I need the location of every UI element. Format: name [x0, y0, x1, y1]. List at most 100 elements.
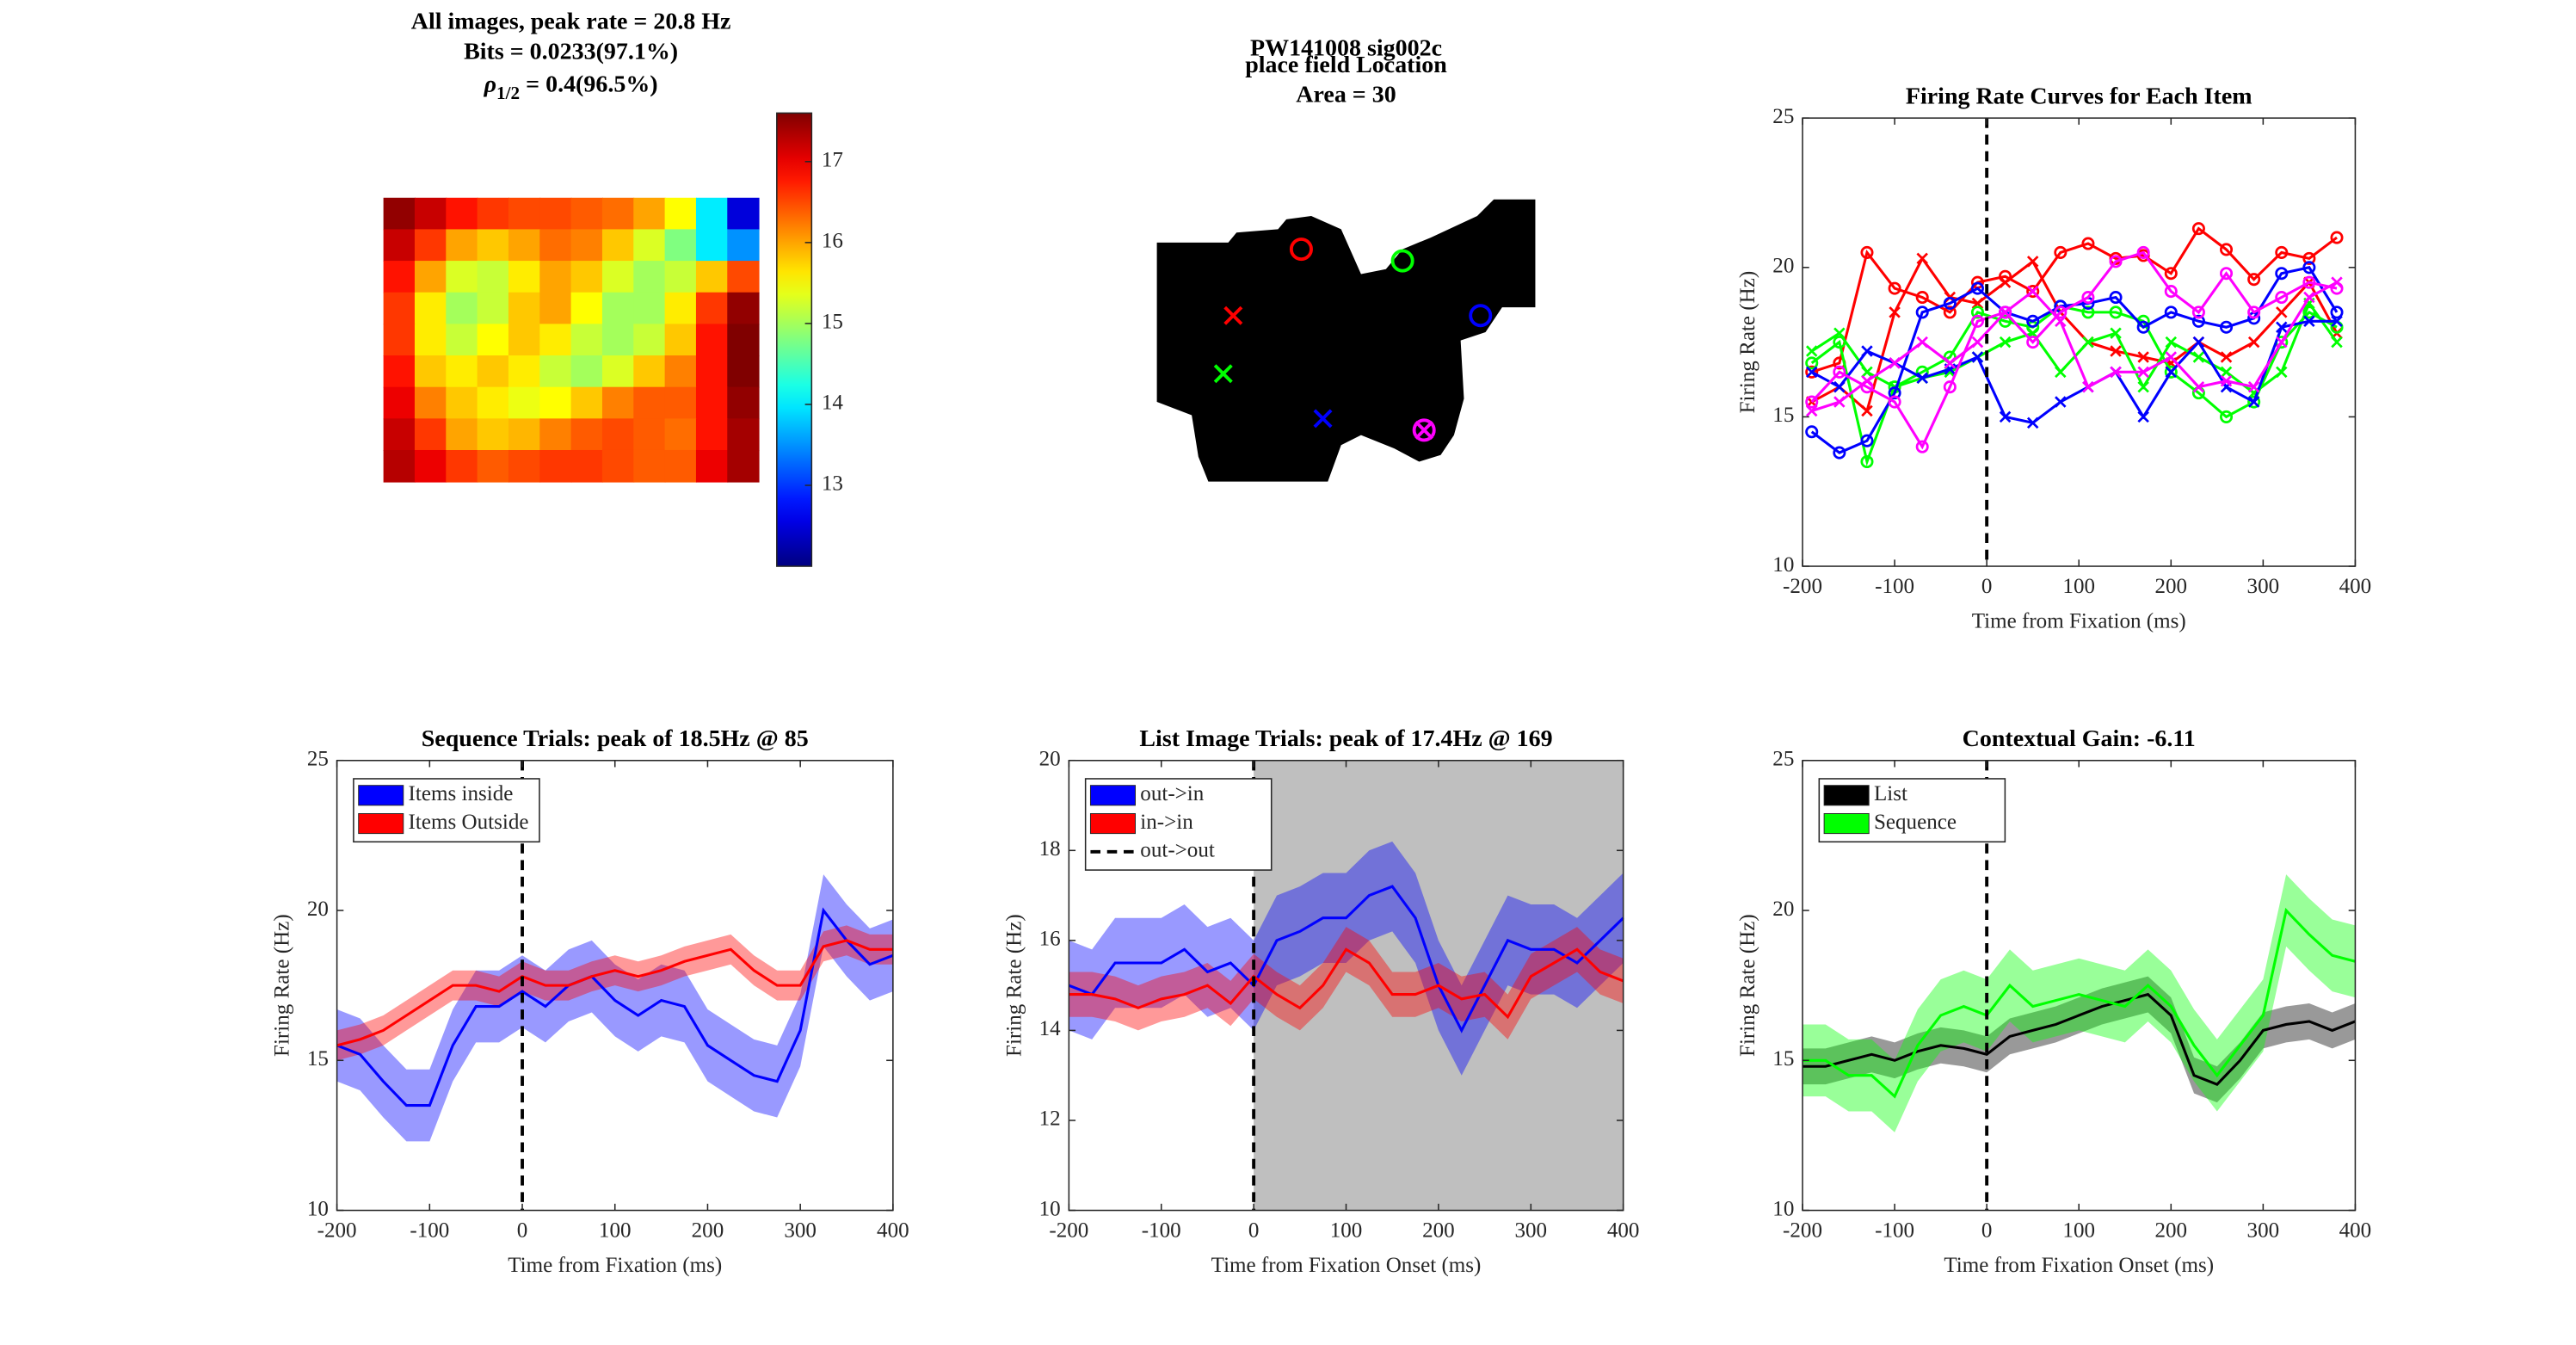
- heat-cell: [570, 418, 603, 451]
- y-tick-label: 10: [1772, 1197, 1794, 1220]
- heat-cell: [446, 449, 478, 483]
- x-tick-label: 100: [1330, 1219, 1363, 1242]
- y-axis-label: Firing Rate (Hz): [1736, 914, 1759, 1057]
- y-tick-label: 25: [307, 747, 329, 770]
- x-tick-label: -200: [1049, 1219, 1088, 1242]
- heat-cell: [383, 197, 416, 231]
- marker: [2081, 237, 2095, 250]
- marker: [2082, 336, 2094, 349]
- x-tick-label: -200: [1783, 575, 1822, 598]
- marker: [2109, 290, 2123, 305]
- marker: [2303, 291, 2315, 304]
- x-tick-label: 0: [517, 1219, 528, 1242]
- legend-swatch: [1823, 812, 1870, 835]
- heat-cell: [601, 324, 635, 357]
- x-tick-label: 100: [599, 1219, 632, 1242]
- heat-cell: [570, 386, 603, 420]
- heat-cell: [508, 229, 541, 262]
- heat-cell: [446, 229, 478, 262]
- heat-cell: [508, 197, 541, 231]
- error-band: [1069, 927, 1624, 1040]
- marker: [1805, 365, 1819, 379]
- heat-cell: [695, 197, 729, 231]
- heat-cell: [414, 418, 447, 451]
- marker: [1805, 425, 1819, 439]
- y-axis-label: Firing Rate (Hz): [1736, 271, 1759, 414]
- legend-label: out->out: [1140, 839, 1215, 862]
- chart-title: PW141008 sig002c: [1250, 35, 1442, 62]
- error-band: [1069, 841, 1624, 1076]
- marker: [2026, 314, 2040, 328]
- legend-label: List: [1874, 782, 1907, 805]
- y-tick-label: 20: [307, 898, 329, 921]
- heat-cell: [508, 355, 541, 388]
- chart-title: Sequence Trials: peak of 18.5Hz @ 85: [422, 725, 809, 752]
- heat-cell: [477, 292, 509, 325]
- chart-title: Bits = 0.0233(97.1%): [464, 38, 678, 65]
- item-marker: [1390, 249, 1414, 273]
- marker: [1805, 395, 1819, 409]
- chart-title: All images, peak rate = 20.8 Hz: [411, 9, 731, 35]
- marker: [1805, 356, 1819, 370]
- chart-title: List Image Trials: peak of 17.4Hz @ 169: [1139, 725, 1552, 752]
- y-axis-label: Firing Rate (Hz): [1002, 914, 1026, 1057]
- marker: [2110, 345, 2122, 357]
- marker: [2247, 380, 2260, 393]
- marker: [2026, 256, 2039, 268]
- legend-label: Items Outside: [409, 811, 529, 834]
- colorbar-tick-label: 13: [822, 472, 843, 496]
- marker: [1805, 366, 1818, 379]
- heat-cell: [477, 418, 509, 451]
- heat-cell: [508, 449, 541, 483]
- x-tick-label: 200: [2154, 1219, 2187, 1242]
- heat-cell: [539, 386, 572, 420]
- x-tick-label: -100: [410, 1219, 449, 1242]
- marker: [2302, 275, 2316, 289]
- heat-cell: [727, 261, 760, 293]
- marker: [2220, 375, 2233, 387]
- heat-cell: [570, 261, 603, 293]
- marker: [2220, 267, 2234, 281]
- x-tick-label: 0: [1981, 575, 1993, 598]
- series-line: [1803, 992, 2356, 1086]
- heat-cell: [539, 449, 572, 483]
- marker: [2164, 267, 2178, 281]
- marker: [1861, 366, 1873, 379]
- marker: [2054, 305, 2068, 319]
- heat-cell: [633, 229, 666, 262]
- heat-cell: [508, 386, 541, 420]
- heat-cell: [383, 324, 416, 357]
- y-tick-label: 20: [1772, 255, 1794, 278]
- y-tick-label: 10: [1772, 553, 1794, 577]
- marker: [2026, 416, 2039, 429]
- marker: [2082, 380, 2094, 393]
- marker: [1805, 404, 1818, 417]
- series-line: [1811, 319, 2338, 425]
- heat-cell: [446, 292, 478, 325]
- heat-cell: [477, 324, 509, 357]
- marker: [2220, 366, 2233, 379]
- marker: [1971, 336, 1984, 349]
- heat-cell: [727, 449, 760, 483]
- y-axis-label: Firing Rate (Hz): [271, 914, 294, 1057]
- legend-swatch: [358, 812, 404, 835]
- marker: [1888, 395, 1901, 409]
- heat-cell: [570, 324, 603, 357]
- marker: [1943, 296, 1957, 310]
- heat-cell: [664, 449, 697, 483]
- marker: [1861, 404, 1873, 417]
- heat-cell: [446, 418, 478, 451]
- marker: [2026, 327, 2039, 339]
- marker: [2247, 395, 2261, 409]
- heat-cell: [727, 292, 760, 325]
- marker: [1805, 345, 1818, 357]
- colorbar: [776, 112, 813, 567]
- marker: [1999, 276, 2012, 288]
- heat-cell: [446, 386, 478, 420]
- error-band: [336, 925, 893, 1061]
- marker: [1915, 440, 1929, 453]
- heat-cell: [664, 418, 697, 451]
- marker: [2247, 273, 2261, 287]
- heat-cell: [601, 229, 635, 262]
